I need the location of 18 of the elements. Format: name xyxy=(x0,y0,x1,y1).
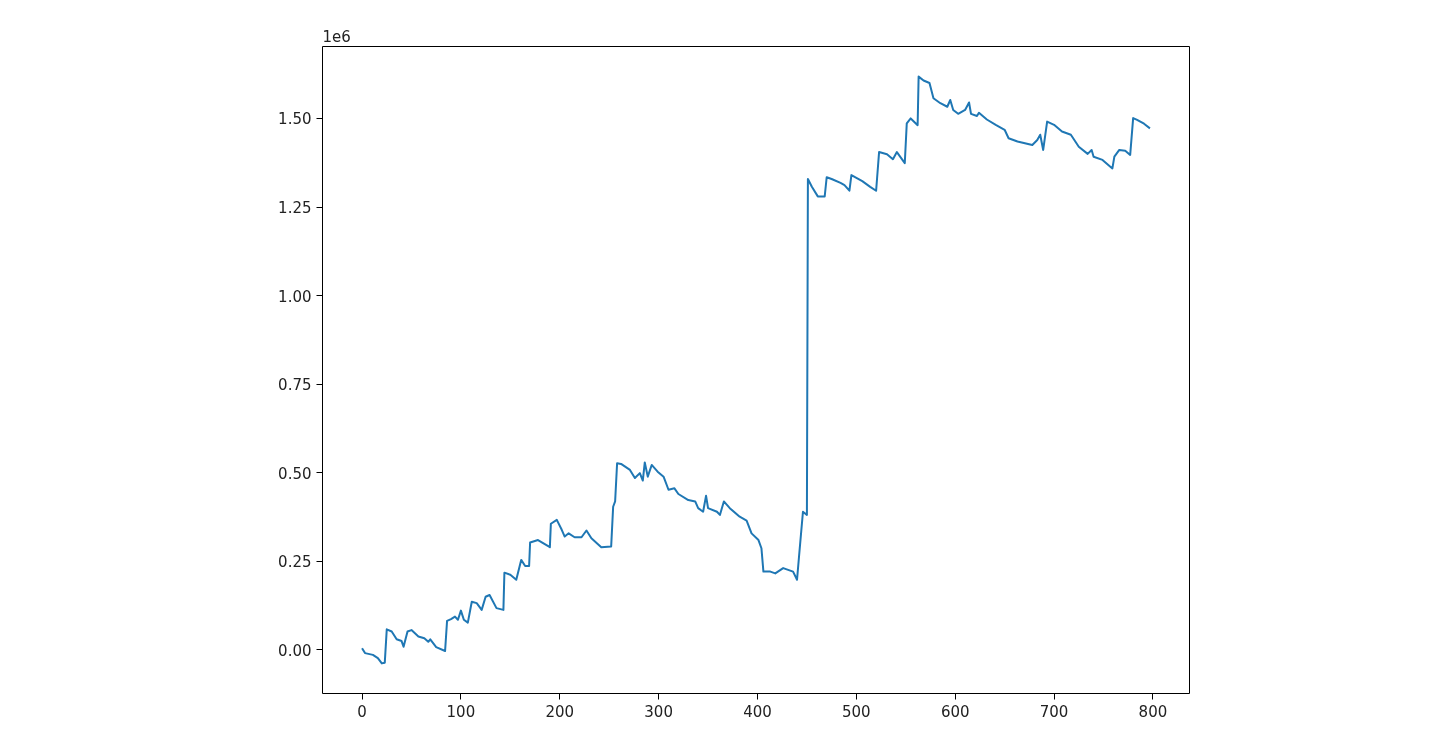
x-tick-label: 200 xyxy=(545,702,575,721)
y-tick-label: 0.25 xyxy=(278,553,312,572)
x-tick-label: 0 xyxy=(357,702,367,721)
y-tick-label: 0.75 xyxy=(278,376,312,395)
text: 1e6 xyxy=(322,27,351,46)
x-tick-label: 600 xyxy=(940,702,970,721)
x-tick-label: 700 xyxy=(1039,702,1069,721)
y-tick-label: 0.00 xyxy=(278,641,312,660)
x-tick-label: 300 xyxy=(644,702,673,721)
x-tick-label: 500 xyxy=(842,702,871,721)
line-series xyxy=(361,75,1151,665)
x-tick-label: 400 xyxy=(743,702,772,721)
y-tick-label: 1.50 xyxy=(278,110,312,129)
y-tick-label: 1.25 xyxy=(278,199,312,218)
y-tick-label: 0.50 xyxy=(278,464,312,483)
x-tick-label: 800 xyxy=(1138,702,1168,721)
x-tick-label: 100 xyxy=(446,702,476,721)
y-tick-label: 1.00 xyxy=(278,287,312,306)
